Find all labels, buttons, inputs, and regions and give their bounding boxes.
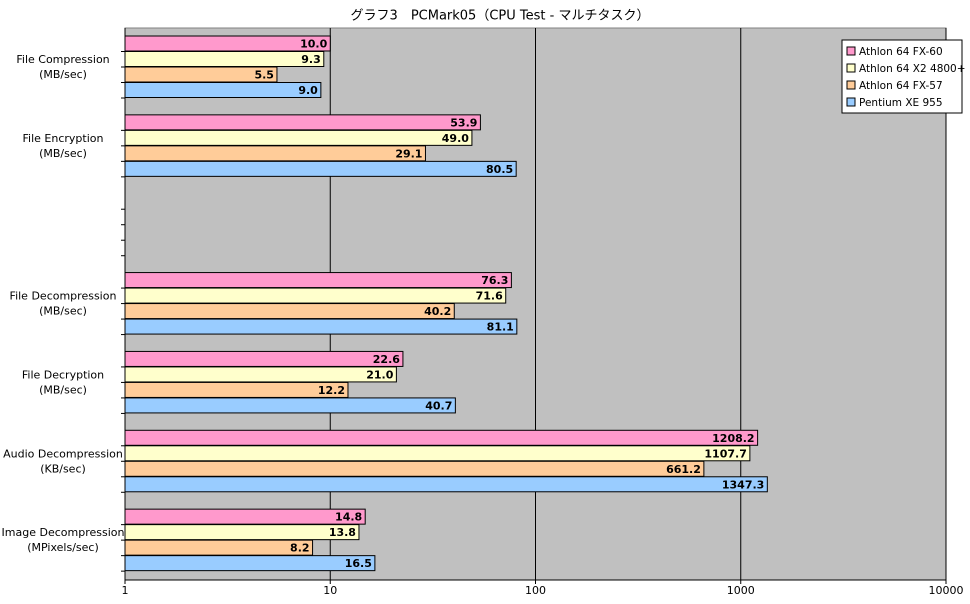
value-label: 16.5 xyxy=(345,557,372,570)
value-label: 661.2 xyxy=(666,463,701,476)
bar xyxy=(124,350,404,367)
bar xyxy=(124,303,455,320)
legend-label: Athlon 64 X2 4800+ xyxy=(859,63,966,75)
value-label: 8.2 xyxy=(290,542,310,555)
x-tick-label: 1000 xyxy=(727,584,755,597)
value-label: 1347.3 xyxy=(722,478,764,491)
bar xyxy=(124,555,376,572)
bar xyxy=(124,160,517,177)
value-label: 9.3 xyxy=(301,53,321,66)
bar xyxy=(124,381,349,398)
chart-title: グラフ3 PCMark05（CPU Test - マルチタスク） xyxy=(351,9,650,24)
legend-swatch xyxy=(846,97,856,107)
bar xyxy=(124,476,768,493)
legend-label: Pentium XE 955 xyxy=(859,97,943,109)
bar xyxy=(124,114,481,131)
bar xyxy=(124,287,507,304)
value-label: 21.0 xyxy=(366,368,393,381)
bar xyxy=(124,366,397,383)
legend-box xyxy=(841,39,963,114)
value-label: 5.5 xyxy=(254,69,274,82)
value-label: 80.5 xyxy=(486,163,513,176)
y-tick-label: Audio Decompression (KB/sec) xyxy=(3,447,123,475)
x-tick-label: 100 xyxy=(525,584,546,597)
bar xyxy=(124,397,456,414)
value-label: 29.1 xyxy=(395,147,422,160)
y-tick-label: File Encryption (MB/sec) xyxy=(23,132,104,160)
value-label: 14.8 xyxy=(335,511,362,524)
y-tick-label: File Decompression (MB/sec) xyxy=(10,290,117,318)
bar xyxy=(124,508,366,525)
legend-label: Athlon 64 FX-57 xyxy=(859,80,943,92)
legend-swatch xyxy=(846,63,856,73)
value-label: 22.6 xyxy=(373,353,400,366)
value-label: 49.0 xyxy=(442,132,469,145)
value-label: 13.8 xyxy=(329,526,356,539)
value-label: 53.9 xyxy=(450,116,477,129)
bar xyxy=(124,51,325,67)
value-label: 1107.7 xyxy=(704,447,746,460)
value-label: 40.7 xyxy=(425,399,452,412)
bar xyxy=(124,539,314,556)
legend-swatch xyxy=(846,46,856,56)
bar xyxy=(124,145,426,162)
value-label: 76.3 xyxy=(481,274,508,287)
bar xyxy=(124,524,360,541)
legend-label: Athlon 64 FX-60 xyxy=(859,46,943,58)
bar xyxy=(124,445,751,462)
y-tick-label: File Decryption (MB/sec) xyxy=(22,368,104,396)
bar xyxy=(124,429,759,446)
x-tick-label: 1 xyxy=(122,584,129,597)
value-label: 10.0 xyxy=(300,38,327,51)
value-label: 9.0 xyxy=(298,84,318,97)
value-label: 71.6 xyxy=(476,290,503,303)
value-label: 81.1 xyxy=(487,321,514,334)
y-tick-label: Image Decompression (MPixels/sec) xyxy=(2,526,125,554)
bar xyxy=(124,272,512,289)
bar xyxy=(124,82,322,98)
value-label: 1208.2 xyxy=(712,432,754,445)
bar xyxy=(124,318,518,335)
y-tick-label: File Compression (MB/sec) xyxy=(16,53,109,81)
legend-swatch xyxy=(846,80,856,90)
bar xyxy=(124,460,705,477)
bar xyxy=(124,129,473,146)
value-label: 40.2 xyxy=(424,305,451,318)
value-label: 12.2 xyxy=(318,384,345,397)
x-tick-label: 10 xyxy=(323,584,337,597)
x-tick-label: 10000 xyxy=(929,584,964,597)
